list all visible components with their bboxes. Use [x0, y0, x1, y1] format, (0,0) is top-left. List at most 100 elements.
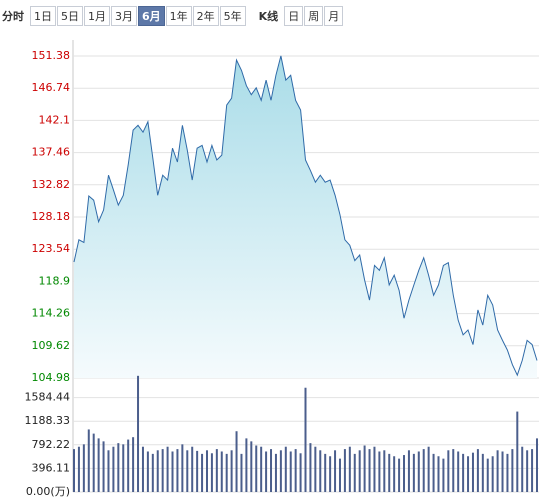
- volume-bar: [437, 456, 440, 492]
- volume-bar: [117, 443, 120, 492]
- volume-bar: [511, 449, 514, 492]
- period-button[interactable]: 1月: [84, 6, 110, 26]
- period-button[interactable]: 5日: [57, 6, 83, 26]
- volume-bar: [506, 453, 509, 492]
- volume-bar: [412, 453, 415, 492]
- volume-bar: [107, 450, 110, 492]
- kline-button[interactable]: 日: [284, 6, 304, 26]
- volume-bar: [476, 449, 479, 492]
- y-tick-label: 0.00(万): [26, 485, 70, 498]
- volume-bar: [358, 450, 361, 492]
- volume-bar: [442, 458, 445, 492]
- volume-bar: [373, 446, 376, 492]
- kline-button[interactable]: 周: [304, 6, 324, 26]
- volume-bar: [141, 446, 144, 492]
- volume-bar: [82, 444, 85, 492]
- y-tick-label: 132.82: [32, 178, 71, 191]
- volume-bar: [279, 450, 282, 492]
- volume-bar: [161, 449, 164, 492]
- volume-bar: [191, 446, 194, 492]
- volume-bar: [526, 450, 529, 492]
- y-tick-label: 114.26: [32, 307, 71, 320]
- volume-bar: [274, 453, 277, 492]
- price-line: [73, 55, 538, 377]
- volume-bar: [378, 451, 381, 492]
- period-button[interactable]: 1年: [165, 6, 192, 26]
- volume-bar: [338, 458, 341, 492]
- volume-bar: [363, 445, 366, 492]
- volume-bar: [501, 451, 504, 492]
- volume-bar: [171, 451, 174, 492]
- volume-bar: [255, 445, 258, 492]
- volume-bar: [417, 451, 420, 492]
- volume-bar: [240, 453, 243, 492]
- y-tick-label: 396.11: [32, 461, 71, 474]
- volume-bar: [92, 433, 95, 492]
- volume-bar: [181, 444, 184, 492]
- kline-button[interactable]: 月: [324, 6, 344, 26]
- period-button[interactable]: 6月: [138, 6, 165, 26]
- y-tick-label: 118.9: [39, 274, 71, 287]
- volume-bar: [176, 449, 179, 492]
- y-tick-label: 128.18: [32, 210, 71, 223]
- period-button[interactable]: 1日: [30, 6, 56, 26]
- volume-bar: [73, 449, 75, 492]
- volume-bar: [447, 450, 450, 492]
- volume-bar: [531, 449, 534, 492]
- y-tick-label: 137.46: [32, 146, 71, 159]
- volume-bar: [403, 455, 406, 492]
- volume-bar: [457, 451, 460, 492]
- volume-bar: [329, 456, 332, 492]
- volume-bar: [132, 437, 135, 492]
- period-button[interactable]: 5年: [219, 6, 246, 26]
- toolbar-label: 分时: [2, 10, 24, 23]
- volume-bar: [87, 429, 90, 492]
- volume-bar: [97, 438, 100, 492]
- volume-bar: [407, 450, 410, 492]
- price-area: [74, 55, 537, 379]
- volume-bar: [284, 446, 287, 492]
- volume-bar: [265, 451, 268, 492]
- volume-bar: [432, 453, 435, 492]
- volume-bar: [304, 387, 307, 492]
- volume-bar: [334, 450, 337, 492]
- volume-bar: [393, 456, 396, 492]
- volume-bar: [112, 446, 115, 492]
- volume-bar: [388, 453, 391, 492]
- volume-bar: [348, 446, 351, 492]
- volume-bar: [521, 446, 524, 492]
- volume-bar: [452, 449, 455, 492]
- volume-bar: [319, 450, 322, 492]
- period-button[interactable]: 2年: [192, 6, 219, 26]
- volume-bar: [481, 453, 484, 492]
- volume-bar: [324, 453, 327, 492]
- y-tick-label: 104.98: [32, 371, 71, 384]
- volume-bar: [205, 450, 208, 492]
- volume-bar: [156, 450, 159, 492]
- volume-bar: [294, 449, 297, 492]
- volume-bar: [467, 456, 470, 492]
- volume-bar: [486, 458, 489, 492]
- volume-bar: [127, 439, 130, 492]
- y-tick-label: 146.74: [32, 81, 71, 94]
- y-tick-label: 151.38: [32, 49, 71, 62]
- volume-bar: [398, 458, 401, 492]
- volume-bar: [245, 438, 248, 492]
- volume-bar: [235, 431, 238, 492]
- volume-bar: [186, 450, 189, 492]
- volume-bar: [166, 446, 169, 492]
- y-tick-label: 123.54: [32, 242, 71, 255]
- volume-bar: [314, 446, 317, 492]
- volume-bar: [230, 450, 233, 492]
- volume-bar: [196, 450, 199, 492]
- volume-bar: [309, 443, 312, 492]
- period-button[interactable]: 3月: [111, 6, 137, 26]
- y-tick-label: 792.22: [32, 438, 71, 451]
- volume-bar: [210, 453, 213, 492]
- volume-bar: [289, 451, 292, 492]
- volume-bar: [383, 450, 386, 492]
- volume-bar: [77, 446, 80, 492]
- volume-bar: [536, 438, 538, 492]
